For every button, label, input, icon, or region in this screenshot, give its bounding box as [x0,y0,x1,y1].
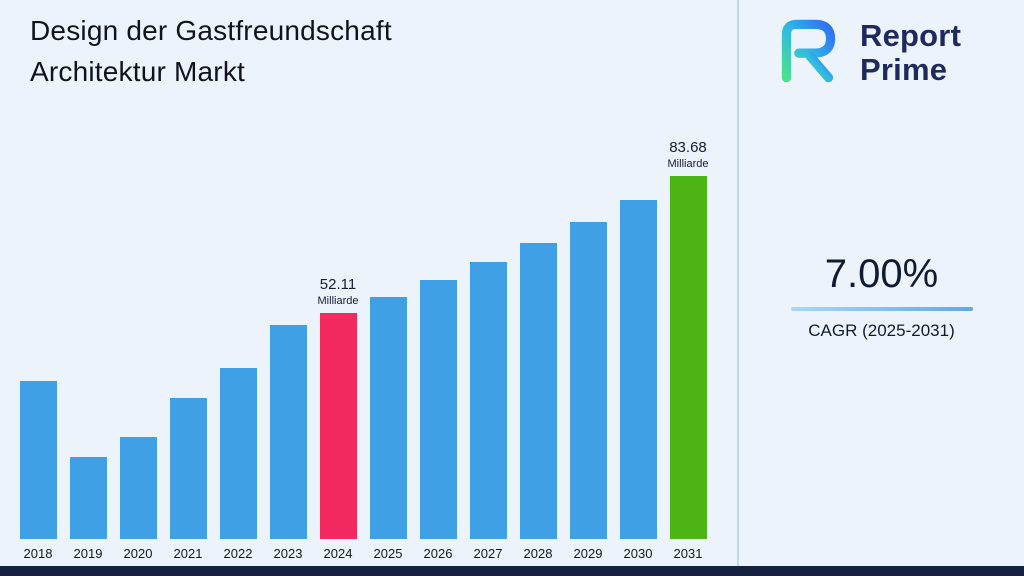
bar-chart: 2018 2019 2020 2021 2022 2023 52.11 Milliarde 20… [13,139,713,562]
logo-text-line1: Report [860,18,962,54]
x-tick-2019: 2019 [73,546,103,561]
x-tick-2018: 2018 [23,546,53,561]
bar-2020 [119,437,157,539]
bar-column-2027: 2027 [463,262,513,562]
x-tick-2028: 2028 [523,546,553,561]
report-prime-logo: Report Prime [768,10,961,95]
report-prime-logo-text: Report Prime [860,19,961,86]
bar-2027 [469,262,507,539]
x-tick-2027: 2027 [473,546,503,561]
logo-text-line2: Prime [860,51,948,87]
bar-2026 [419,280,457,539]
bar-annotation-2031: 83.68 Milliarde [668,139,709,170]
x-tick-2031: 2031 [673,546,703,561]
bar-2022 [219,368,257,539]
bar-annotation-unit-2024: Milliarde [317,295,359,307]
bar-column-2018: 2018 [13,381,63,562]
bar-2024 [319,313,357,539]
bar-2030 [619,200,657,539]
bar-column-2031: 83.68 Milliarde 2031 [663,139,713,562]
cagr-block: 7.00% CAGR (2025-2031) [739,252,1024,341]
x-tick-2023: 2023 [273,546,303,561]
bar-2018 [19,381,57,539]
x-tick-2029: 2029 [573,546,603,561]
cagr-underline [790,307,973,311]
bar-column-2023: 2023 [263,325,313,562]
cagr-label: CAGR (2025-2031) [808,321,955,340]
bar-column-2028: 2028 [513,243,563,562]
bar-2021 [169,398,207,539]
footer-bar [0,566,1024,576]
bar-2019 [69,457,107,539]
report-prime-logo-icon [768,10,848,95]
bar-2028 [519,243,557,539]
x-tick-2030: 2030 [623,546,653,561]
bar-column-2029: 2029 [563,222,613,562]
bar-column-2021: 2021 [163,398,213,562]
cagr-value: 7.00% [824,252,939,296]
bar-annotation-2024: 52.11 Milliarde [318,276,359,307]
bar-2025 [369,297,407,539]
bar-column-2030: 2030 [613,200,663,562]
bar-annotation-value-2024: 52.11 [319,276,357,293]
x-tick-2021: 2021 [173,546,203,561]
x-tick-2026: 2026 [423,546,453,561]
x-tick-2022: 2022 [223,546,253,561]
bar-annotation-unit-2031: Milliarde [667,158,709,170]
bar-2031 [669,176,707,539]
page-title-line1: Design der Gastfreundschaft [30,15,392,46]
x-tick-2020: 2020 [123,546,153,561]
page-title: Design der Gastfreundschaft Architektur … [30,10,392,92]
bar-2029 [569,222,607,539]
bar-annotation-value-2031: 83.68 [669,139,707,156]
bar-column-2022: 2022 [213,368,263,562]
bar-column-2019: 2019 [63,457,113,562]
bar-column-2020: 2020 [113,437,163,562]
bar-column-2024: 52.11 Milliarde 2024 [313,276,363,562]
x-tick-2024: 2024 [323,546,353,561]
bar-2023 [269,325,307,539]
bar-column-2026: 2026 [413,280,463,562]
page-title-line2: Architektur Markt [30,56,245,87]
vertical-divider [737,0,739,566]
x-tick-2025: 2025 [373,546,403,561]
bar-column-2025: 2025 [363,297,413,562]
